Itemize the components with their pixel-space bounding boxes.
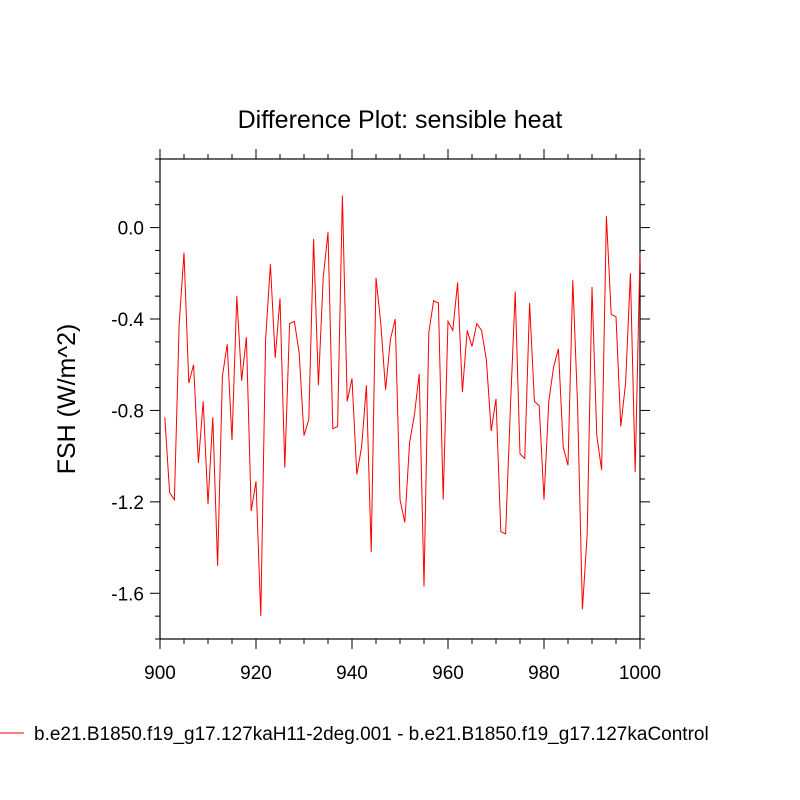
x-tick-label: 980 (528, 663, 560, 684)
x-tick-labels: 900 920 940 960 980 1000 (144, 663, 661, 684)
axis-ticks (150, 149, 650, 649)
x-tick-label: 1000 (619, 663, 661, 684)
x-tick-label: 900 (144, 663, 176, 684)
y-tick-label: -1.6 (111, 584, 144, 605)
y-tick-label: -0.8 (111, 401, 144, 422)
y-tick-labels: 0.0 -0.4 -0.8 -1.2 -1.6 (111, 219, 144, 606)
series-line (164, 195, 641, 617)
y-tick-label: -1.2 (111, 493, 144, 514)
y-tick-label: 0.0 (118, 219, 144, 240)
y-axis-label: FSH (W/m^2) (53, 324, 81, 475)
chart-title: Difference Plot: sensible heat (238, 106, 563, 134)
series-lines (164, 195, 641, 617)
plot-frame (159, 158, 641, 640)
legend-label: b.e21.B1850.f19_g17.127kaH11-2deg.001 - … (34, 724, 709, 745)
y-tick-label: -0.4 (111, 310, 144, 331)
x-tick-label: 920 (240, 663, 272, 684)
x-tick-label: 960 (432, 663, 464, 684)
x-tick-label: 940 (336, 663, 368, 684)
